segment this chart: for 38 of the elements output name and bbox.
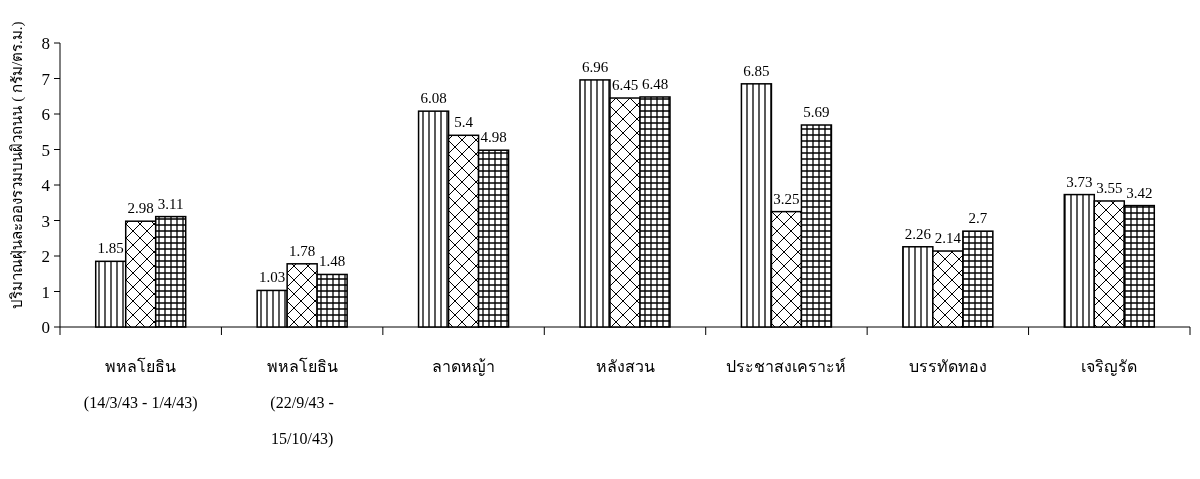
data-label: 2.14 [934,230,962,247]
x-tick-label: พหลโยธิน (14/3/43 - 1/4/43) [83,357,198,412]
data-label: 3.55 [1096,179,1123,196]
data-label: 6.96 [581,58,609,75]
data-label: 1.85 [97,240,124,257]
data-label: 2.26 [904,225,932,242]
data-label: 6.48 [641,75,669,92]
data-label: 3.73 [1066,173,1093,190]
data-label: 2.7 [968,210,988,227]
data-label: 3.11 [157,195,184,212]
y-tick-label: 0 [41,318,50,337]
x-tick-label: เจริญรัด [1081,358,1138,376]
y-axis-title: ปริมาณฝุ่นละอองรวมบนผิวถนน ( กรัม/ตร.ม.) [9,21,27,309]
y-tick-label: 3 [41,211,50,231]
y-tick-label: 8 [41,34,50,53]
data-label: 2.98 [127,200,154,217]
data-label: 3.42 [1126,184,1153,201]
x-tick-label: บรรทัดทอง [908,358,987,375]
y-tick-label: 5 [41,140,50,160]
data-label: 4.98 [480,129,507,146]
data-label: 5.69 [803,104,830,120]
x-tick-label: ประชาสงเคราะห์ [726,357,847,375]
data-label: 1.48 [319,253,346,270]
y-tick-label: 4 [41,176,51,195]
x-tick-label: พหลโยธิน (22/9/43 - 15/10/43) [266,357,338,448]
data-label: 1.78 [289,242,316,259]
y-tick-label: 2 [41,247,50,266]
data-label: 6.08 [420,90,447,107]
data-label: 6.45 [611,77,639,94]
y-tick-label: 7 [41,69,51,89]
y-tick-label: 6 [41,105,50,124]
data-label: 1.03 [259,269,286,286]
y-tick-label: 1 [41,282,50,302]
data-label: 6.85 [743,62,770,79]
x-tick-label: ลาดหญ้า [432,358,496,376]
x-tick-label: หลังสวน [595,358,655,375]
data-label: 5.4 [454,114,474,131]
data-label: 3.25 [773,190,800,207]
